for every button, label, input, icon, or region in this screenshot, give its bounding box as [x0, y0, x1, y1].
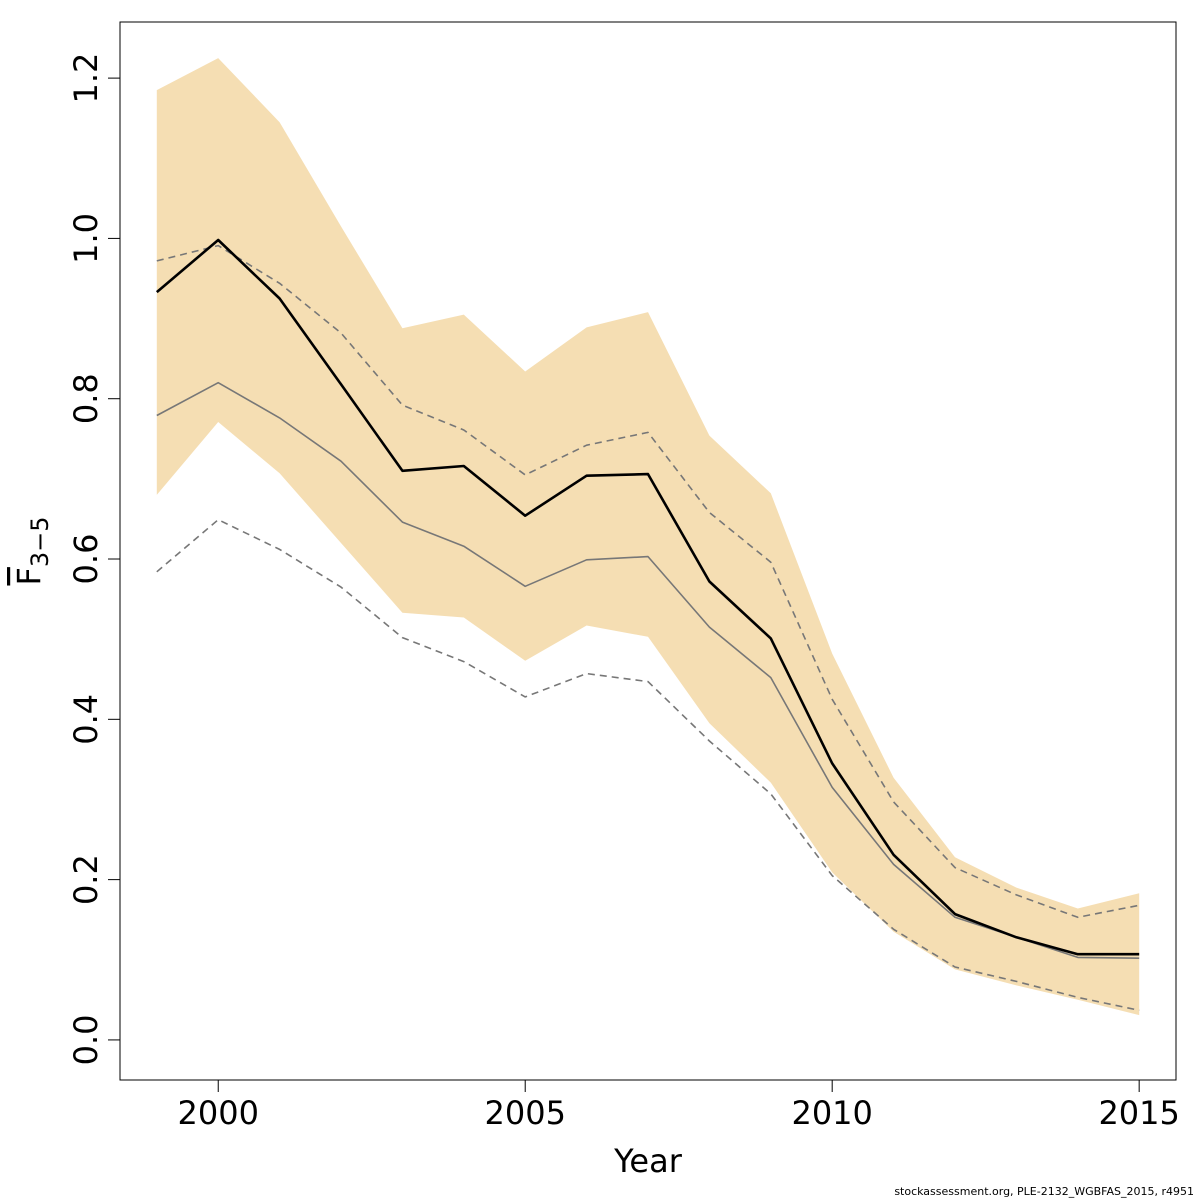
y-tick-label: 0.6	[67, 534, 105, 585]
x-tick-label: 2015	[1098, 1094, 1179, 1132]
y-tick-label: 0.8	[67, 373, 105, 424]
y-axis-title-sub: 3−5	[26, 516, 54, 567]
series-line-previous-lower	[156, 518, 1140, 1012]
x-tick-label: 2005	[484, 1094, 565, 1132]
series-line-previous-upper	[156, 244, 1140, 919]
x-axis: 2000 2005 2010 2015	[178, 1079, 1180, 1132]
y-tick-label: 1.0	[67, 213, 105, 264]
x-axis-title: Year	[613, 1142, 683, 1180]
y-axis: 0.0 0.2 0.4 0.6 0.8 1.0 1.2	[67, 53, 121, 1065]
y-tick-label: 0.0	[67, 1014, 105, 1065]
x-tick-label: 2000	[178, 1094, 259, 1132]
y-tick-label: 1.2	[67, 53, 105, 104]
y-axis-title: F3−5	[10, 516, 54, 585]
confidence-band-layer	[156, 58, 1140, 1016]
series-line-main	[155, 238, 1140, 956]
footer-note: stockassessment.org, PLE-2132_WGBFAS_201…	[894, 1185, 1194, 1198]
y-axis-title-main: F	[10, 567, 48, 585]
series-layer	[155, 238, 1140, 1012]
y-tick-label: 0.2	[67, 854, 105, 905]
confidence-band	[156, 58, 1140, 1016]
series-line-previous	[156, 381, 1140, 959]
x-tick-label: 2010	[791, 1094, 872, 1132]
svg-text:F3−5: F3−5	[10, 516, 54, 585]
y-tick-label: 0.4	[67, 694, 105, 745]
